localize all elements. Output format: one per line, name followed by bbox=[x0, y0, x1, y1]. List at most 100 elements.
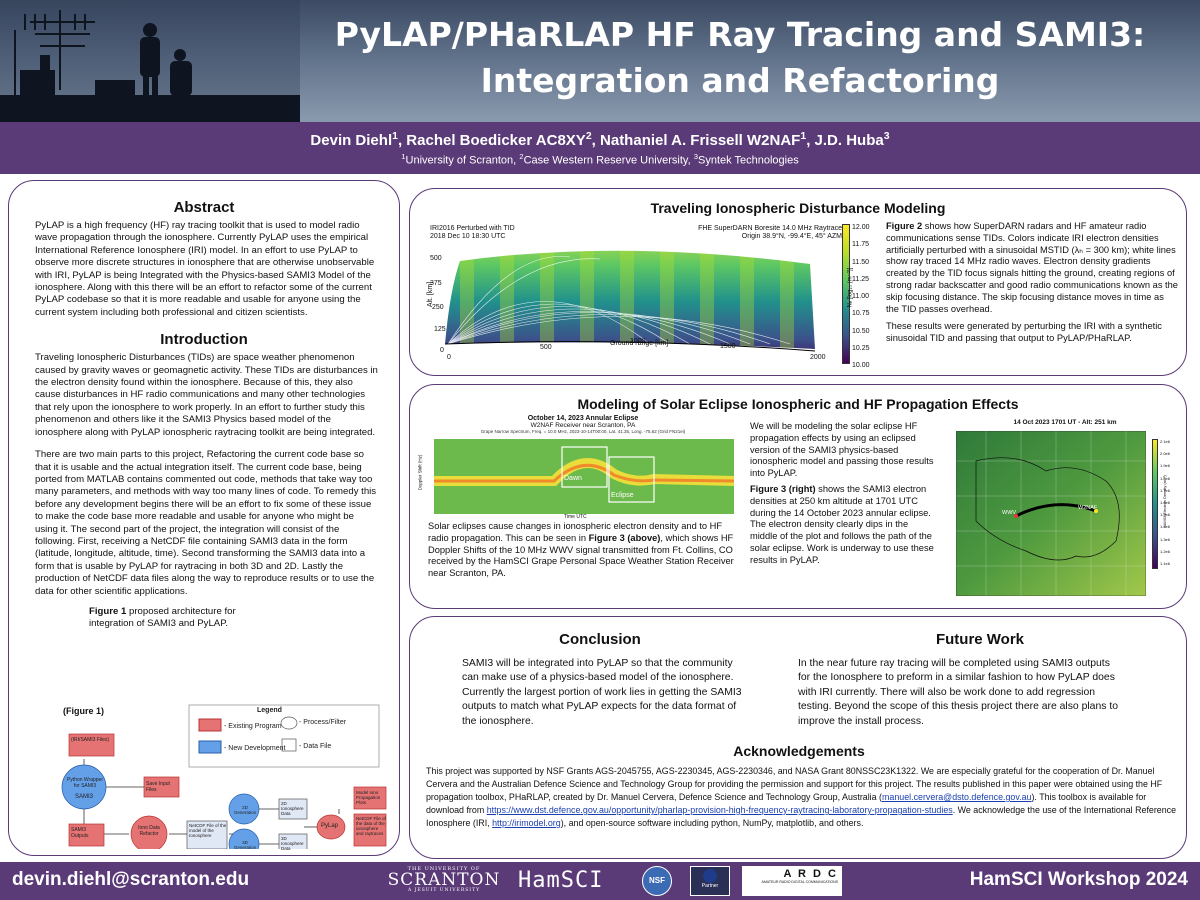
map-cb-tick: 1.1e6 bbox=[1160, 561, 1171, 567]
ack-text-b: ). This toolbox is available for downloa… bbox=[426, 792, 1147, 815]
tid-plot-title-left-1: IRI2016 Perturbed with TID bbox=[430, 225, 515, 232]
cb-tick: 11.00 bbox=[852, 293, 869, 301]
spec-ylabel: Doppler Shift (Hz) bbox=[417, 454, 423, 491]
map-cb-tick: 1.5e6 bbox=[1160, 512, 1171, 518]
affiliation: University of Scranton bbox=[405, 154, 514, 167]
figure2-bold: Figure 2 bbox=[886, 221, 923, 231]
tid-y-tick: 375 bbox=[430, 280, 442, 287]
introduction-heading: Introduction bbox=[160, 331, 248, 349]
poster-header: PyLAP/PHaRLAP HF Ray Tracing and SAMI3: … bbox=[0, 0, 1200, 122]
figure2-caption: Figure 2 shows how SuperDARN radars and … bbox=[886, 221, 1178, 345]
affiliation: Syntek Technologies bbox=[698, 154, 799, 167]
ardc-logo: A R D C AMATEUR RADIO DIGITAL COMMUNICAT… bbox=[742, 866, 842, 896]
figure2-text-2: These results were generated by perturbi… bbox=[886, 321, 1162, 344]
cb-tick: 10.75 bbox=[852, 310, 870, 318]
author-name: Devin Diehl bbox=[310, 132, 393, 149]
ardc-text: A R D C bbox=[783, 868, 838, 880]
tid-plot-title-left: IRI2016 Perturbed with TID 2018 Dec 10 1… bbox=[430, 225, 515, 241]
spec-box-eclipse: Eclipse bbox=[611, 492, 634, 499]
tid-modeling-panel: Traveling Ionospheric Disturbance Modeli… bbox=[409, 188, 1187, 376]
tid-xlabel: Ground range [km] bbox=[610, 340, 669, 347]
tid-plot-title-right-1: FHE SuperDARN Boresite 14.0 MHz Raytrace bbox=[698, 225, 842, 232]
figure1-caption: Figure 1 proposed architecture for integ… bbox=[89, 606, 249, 631]
tid-colorbar-label: Nₑ [log₁₀ (m⁻³)] bbox=[847, 267, 854, 308]
eclipse-left-text: Solar eclipses cause changes in ionosphe… bbox=[428, 521, 740, 580]
nasa-partner-logo: Partner bbox=[690, 866, 730, 896]
figure1-diagram: (Figure 1) bbox=[39, 699, 389, 851]
workshop-label: HamSCI Workshop 2024 bbox=[969, 869, 1188, 890]
spec-info: Grape Narrow Spectrum, Freq. = 10.0 MHz,… bbox=[480, 429, 686, 434]
diagram-node: 3D Ionosphere Data bbox=[281, 836, 304, 851]
eclipse-mid-bold: Figure 3 (right) bbox=[750, 483, 816, 494]
pharlap-download-link[interactable]: https://www.dst.defence.gov.au/opportuni… bbox=[486, 805, 953, 815]
eclipse-left-text-b: , which shows HF Doppler Shifts of the 1… bbox=[428, 532, 734, 579]
affiliation: Case Western Reserve University bbox=[523, 154, 688, 167]
map-cb-tick: 1.8e6 bbox=[1160, 475, 1171, 481]
ack-text-c: . We acknowledge the use of the Internat… bbox=[426, 805, 1177, 828]
abstract-introduction-panel: Abstract PyLAP is a high frequency (HF) … bbox=[8, 180, 400, 856]
map-cb-tick: 2.0e6 bbox=[1160, 451, 1171, 457]
diagram-node: NetCDF File of the data of the ionospher… bbox=[356, 816, 386, 836]
iri-model-link[interactable]: http://irimodel.org bbox=[492, 818, 561, 828]
tid-colorbar bbox=[842, 224, 850, 364]
eclipse-mid-text: We will be modeling the solar eclipse HF… bbox=[750, 421, 938, 567]
ack-text-a: This project was supported by NSF Grants… bbox=[426, 766, 1163, 802]
author-sup: 3 bbox=[883, 130, 890, 142]
diagram-node: Model Iono Propagation Plots bbox=[356, 790, 381, 805]
affil-sup: 3 bbox=[693, 152, 699, 161]
map-cb-tick: 1.2e6 bbox=[1160, 548, 1171, 554]
author-list: Devin Diehl1, Rachel Boedicker AC8XY2, N… bbox=[310, 130, 890, 149]
author-sup: 1 bbox=[392, 130, 398, 142]
figure1-caption-text: proposed architecture for integration of… bbox=[89, 605, 236, 630]
poster-footer: devin.diehl@scranton.edu THE UNIVERSITY … bbox=[0, 862, 1200, 900]
figure1-title: (Figure 1) bbox=[63, 706, 105, 716]
diagram-node: Save Input Files bbox=[146, 781, 170, 793]
cb-tick: 10.25 bbox=[852, 345, 870, 353]
map-label-wwv: WWV bbox=[1002, 510, 1017, 516]
affil-sup: 2 bbox=[519, 152, 524, 161]
antenna-silhouette-image bbox=[0, 0, 300, 122]
spec-subtitle: W2NAF Receiver near Scranton, PA bbox=[530, 422, 636, 429]
diagram-node: NetCDF File of the model of the Ionosphe… bbox=[189, 823, 227, 838]
hamsci-logo: HamSCI bbox=[518, 868, 604, 893]
ardc-subtitle: AMATEUR RADIO DIGITAL COMMUNICATIONS bbox=[761, 880, 838, 884]
eclipse-mid-text-2: shows the SAMI3 electron densities at 25… bbox=[750, 483, 934, 565]
tid-raytrace-figure: IRI2016 Perturbed with TID 2018 Dec 10 1… bbox=[420, 219, 882, 369]
tid-plot-title-left-2: 2018 Dec 10 18:30 UTC bbox=[430, 233, 506, 240]
map-cb-tick: 1.6e6 bbox=[1160, 500, 1171, 506]
future-work-text: In the near future ray tracing will be c… bbox=[798, 658, 1118, 727]
author-name: J.D. Huba bbox=[814, 132, 884, 149]
diagram-node: (IRI/SAMI3 Files) bbox=[71, 737, 110, 743]
tid-x-tick: 1000 bbox=[630, 338, 646, 345]
introduction-para-2: There are two main parts to this project… bbox=[35, 449, 377, 597]
author-name: Rachel Boedicker AC8XY bbox=[406, 132, 586, 149]
eclipse-left-text-a: Solar eclipses cause changes in ionosphe… bbox=[428, 521, 723, 543]
map-cb-tick: 1.4e6 bbox=[1160, 524, 1171, 530]
map-colorbar bbox=[1152, 439, 1158, 569]
author-email: devin.diehl@scranton.edu bbox=[12, 869, 250, 890]
cervera-email-link[interactable]: manuel.cervera@dsto.defence.gov.au bbox=[882, 792, 1032, 802]
spec-box-dawn: Dawn bbox=[564, 475, 582, 482]
tid-plot-title-right: FHE SuperDARN Boresite 14.0 MHz Raytrace… bbox=[698, 225, 842, 241]
map-title: 14 Oct 2023 1701 UT - Alt: 251 km bbox=[1013, 419, 1117, 426]
doppler-spectrogram-figure: October 14, 2023 Annular Eclipse W2NAF R… bbox=[417, 415, 742, 520]
ack-text-d: ), and open-source software including py… bbox=[560, 818, 864, 828]
map-cb-tick: 2.1e6 bbox=[1160, 439, 1171, 444]
spec-xlabel: Time UTC bbox=[564, 514, 587, 520]
diagram-node: Python Wrapper for SAMI3 bbox=[66, 777, 104, 789]
tid-raytrace-svg: 500 375 250 125 0 0 500 1000 1500 2000 bbox=[430, 250, 826, 361]
diagram-node: SAMI3 Outputs bbox=[71, 827, 89, 839]
diagram-node: Iono Data Refactor bbox=[138, 825, 160, 837]
diagram-node: 2D Generation bbox=[233, 805, 257, 815]
eclipse-mid-text-1: We will be modeling the solar eclipse HF… bbox=[750, 421, 934, 479]
spectrogram-svg bbox=[434, 439, 734, 514]
map-colorbar-ticks: 2.1e6 2.0e6 1.9e6 1.8e6 1.7e6 1.6e6 1.5e… bbox=[1160, 436, 1170, 570]
cb-tick: 10.00 bbox=[852, 362, 870, 370]
scranton-line2: SCRANTON bbox=[387, 870, 501, 890]
nasa-partner-text: Partner bbox=[701, 883, 719, 889]
spec-title: October 14, 2023 Annular Eclipse bbox=[527, 415, 639, 422]
diagram-node: PyLap bbox=[321, 823, 339, 829]
author-bar: Devin Diehl1, Rachel Boedicker AC8XY2, N… bbox=[0, 122, 1200, 174]
figure2-text: shows how SuperDARN radars and HF amateu… bbox=[886, 221, 1178, 314]
eclipse-heading: Modeling of Solar Eclipse Ionospheric an… bbox=[577, 396, 1019, 412]
